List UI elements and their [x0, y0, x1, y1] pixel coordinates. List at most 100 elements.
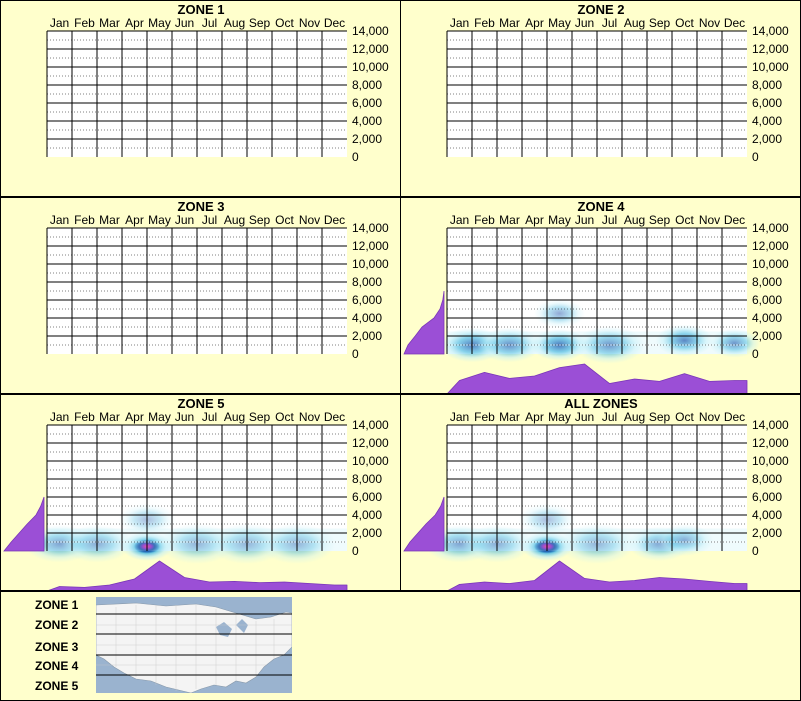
month-label: Sep [249, 410, 271, 424]
month-label: May [148, 410, 171, 424]
month-label: Sep [649, 213, 671, 227]
month-label: Aug [624, 213, 645, 227]
month-label: Aug [624, 410, 645, 424]
month-label: Jan [50, 213, 69, 227]
month-label: Dec [324, 213, 345, 227]
legend-panel: ZONE 1 ZONE 2 ZONE 3 ZONE 4 ZONE 5 [1, 592, 800, 700]
y-tick-label: 10,000 [752, 60, 789, 74]
panel-zone-1: ZONE 1 Jan Feb Mar Apr May Jun Jul Aug Sep Oct Nov… [1, 1, 400, 196]
month-label: Jun [575, 213, 594, 227]
month-label: Apr [525, 213, 544, 227]
month-label: Apr [125, 410, 144, 424]
month-label: Jun [175, 16, 194, 30]
month-label: Feb [74, 410, 95, 424]
page-title: ZONE 2 [577, 2, 625, 17]
month-label: Nov [299, 410, 320, 424]
month-label: Dec [724, 16, 745, 30]
heat-blob [655, 324, 714, 357]
month-label: Jul [202, 410, 217, 424]
y-tick-label: 4,000 [752, 508, 782, 522]
month-label: Mar [99, 16, 120, 30]
month-label: Jan [50, 410, 69, 424]
y-tick-label: 10,000 [352, 454, 389, 468]
month-label: Aug [224, 410, 245, 424]
y-tick-label: 10,000 [352, 60, 389, 74]
y-tick-label: 2,000 [752, 132, 782, 146]
chart-zone-5: Jan Feb Mar Apr May Jun Jul Aug Sep Oct Nov Dec 14,0… [3, 410, 389, 590]
panel-zone-5: ZONE 5 Jan Feb Mar Apr May Jun Jul Aug Sep Oct Nov… [1, 395, 400, 590]
y-tick-label: 8,000 [752, 472, 782, 486]
page-title: ALL ZONES [564, 396, 638, 411]
y-tick-label: 6,000 [352, 490, 382, 504]
y-tick-label: 12,000 [752, 42, 789, 56]
month-label: Dec [724, 410, 745, 424]
panel-zone-2: ZONE 2 Jan Feb Mar Apr May Jun Jul Aug Sep Oct Nov… [401, 1, 800, 196]
y-tick-label: 2,000 [752, 329, 782, 343]
month-label: Mar [99, 213, 120, 227]
y-tick-label: 8,000 [752, 78, 782, 92]
y-tick-label: 12,000 [352, 239, 389, 253]
month-label: Jun [575, 16, 594, 30]
monthly-density [48, 560, 348, 590]
month-label: Jul [202, 16, 217, 30]
y-tick-label: 8,000 [352, 275, 382, 289]
month-label: May [148, 213, 171, 227]
y-tick-label: 2,000 [752, 526, 782, 540]
page-title: ZONE 3 [177, 199, 225, 214]
y-tick-label: 0 [752, 347, 759, 361]
y-tick-label: 14,000 [752, 221, 789, 235]
y-tick-label: 14,000 [352, 24, 389, 38]
y-tick-label: 12,000 [352, 42, 389, 56]
us-map-icon [96, 597, 292, 693]
y-tick-label: 0 [352, 544, 359, 558]
y-tick-label: 6,000 [352, 293, 382, 307]
month-label: Dec [324, 16, 345, 30]
month-label: Sep [249, 16, 271, 30]
month-label: Apr [525, 16, 544, 30]
y-tick-label: 14,000 [752, 24, 789, 38]
month-label: Feb [74, 16, 95, 30]
month-label: Mar [499, 213, 520, 227]
month-label: Sep [649, 410, 671, 424]
chart-zone-4: Jan Feb Mar Apr May Jun Jul Aug Sep Oct Nov Dec 14,0… [403, 213, 789, 393]
y-tick-label: 0 [752, 544, 759, 558]
y-tick-label: 12,000 [752, 436, 789, 450]
y-tick-label: 8,000 [752, 275, 782, 289]
month-label: Jan [450, 16, 469, 30]
y-tick-label: 12,000 [752, 239, 789, 253]
month-label: May [148, 16, 171, 30]
legend-zone-5: ZONE 5 [35, 679, 79, 693]
month-label: Feb [74, 213, 95, 227]
month-label: Apr [125, 16, 144, 30]
month-label: May [548, 213, 571, 227]
month-label: Oct [675, 213, 694, 227]
monthly-density [448, 560, 748, 590]
month-label: Apr [525, 410, 544, 424]
month-label: Oct [675, 410, 694, 424]
month-label: May [548, 410, 571, 424]
month-label: Feb [474, 16, 495, 30]
y-tick-label: 0 [352, 347, 359, 361]
month-label: Sep [649, 16, 671, 30]
y-tick-label: 6,000 [352, 96, 382, 110]
month-label: Aug [224, 213, 245, 227]
month-label: Sep [249, 213, 271, 227]
legend-zone-2: ZONE 2 [35, 618, 79, 632]
page-title: ZONE 5 [177, 396, 225, 411]
y-tick-label: 6,000 [752, 490, 782, 504]
month-label: Oct [675, 16, 694, 30]
y-tick-label: 6,000 [752, 293, 782, 307]
month-label: Jun [175, 213, 194, 227]
month-label: Jan [450, 213, 469, 227]
y-tick-label: 14,000 [752, 418, 789, 432]
heat-blob [655, 524, 714, 556]
monthly-density [447, 363, 748, 393]
chart-zone-3: Jan Feb Mar Apr May Jun Jul Aug Sep Oct Nov Dec 14,0… [46, 213, 389, 361]
month-label: Oct [275, 16, 294, 30]
month-label: Dec [724, 213, 745, 227]
month-label: Nov [699, 410, 720, 424]
y-tick-label: 12,000 [352, 436, 389, 450]
elevation-density [3, 496, 45, 552]
y-tick-label: 0 [752, 150, 759, 164]
month-label: Jun [575, 410, 594, 424]
